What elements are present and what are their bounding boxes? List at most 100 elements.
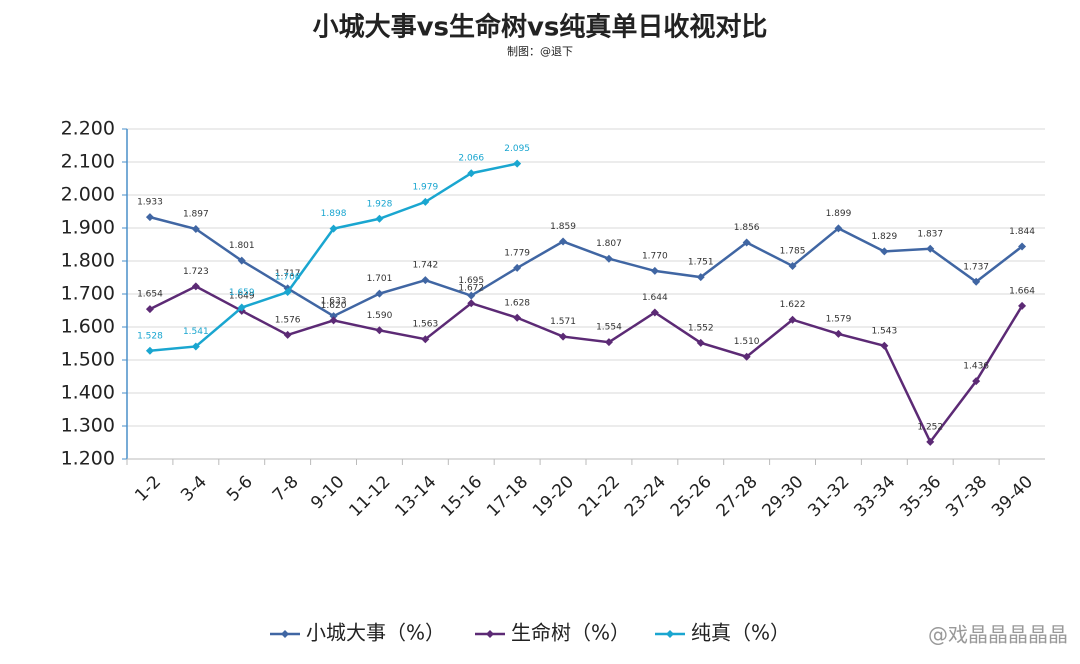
point-marker	[696, 273, 705, 282]
point-marker	[375, 326, 384, 335]
data-label: 1.654	[137, 290, 163, 300]
data-label: 1.628	[504, 298, 530, 308]
x-tick-label: 21-22	[575, 472, 624, 521]
data-label: 1.590	[367, 311, 393, 321]
point-marker	[421, 276, 430, 285]
legend-marker	[486, 630, 494, 638]
data-label: 1.801	[229, 241, 255, 251]
point-marker	[375, 214, 384, 223]
data-label: 1.552	[688, 323, 714, 333]
y-tick-label: 2.200	[61, 118, 115, 140]
data-label: 1.751	[688, 258, 714, 268]
x-tick-label: 39-40	[988, 472, 1037, 521]
point-marker	[834, 224, 843, 233]
data-label: 1.563	[412, 320, 438, 330]
point-marker	[513, 313, 522, 322]
data-label: 1.742	[412, 261, 438, 271]
x-tick-label: 15-16	[437, 472, 486, 521]
point-marker	[972, 277, 981, 286]
data-label: 1.659	[229, 288, 255, 298]
x-tick-label: 35-36	[896, 472, 945, 521]
y-tick-label: 1.500	[61, 349, 115, 371]
data-label: 1.541	[183, 327, 209, 337]
data-label: 1.856	[734, 223, 760, 233]
x-tick-label: 31-32	[804, 472, 853, 521]
data-label: 1.510	[734, 337, 760, 347]
data-label: 1.528	[137, 331, 163, 341]
data-label: 1.928	[367, 199, 393, 209]
data-label: 1.898	[321, 209, 347, 219]
point-marker	[696, 338, 705, 347]
x-tick-label: 19-20	[529, 472, 578, 521]
series-line	[149, 285, 1024, 445]
point-marker	[1018, 301, 1027, 310]
point-marker	[421, 335, 430, 344]
data-label: 1.672	[458, 284, 484, 294]
point-marker	[283, 288, 292, 297]
point-marker	[742, 352, 751, 361]
data-label: 1.436	[963, 362, 989, 372]
x-tick-label: 33-34	[850, 472, 899, 521]
data-label: 1.701	[367, 274, 393, 284]
point-marker	[650, 266, 659, 275]
point-marker	[926, 437, 935, 446]
data-label: 1.633	[321, 297, 347, 307]
point-marker	[880, 247, 889, 256]
point-marker	[191, 342, 200, 351]
point-marker	[513, 159, 522, 168]
point-marker	[467, 291, 476, 300]
legend-label: 小城大事（%）	[306, 621, 445, 645]
watermark: @戏晶晶晶晶晶	[928, 623, 1068, 647]
point-marker	[145, 305, 154, 314]
point-marker	[191, 282, 200, 291]
point-marker	[926, 244, 935, 253]
data-label: 1.571	[550, 317, 576, 327]
x-tick-label: 1-2	[131, 472, 165, 506]
point-marker	[742, 238, 751, 247]
data-label: 2.066	[458, 154, 484, 164]
legend-marker	[666, 630, 674, 638]
data-label: 1.979	[412, 182, 438, 192]
data-label: 1.695	[458, 276, 484, 286]
point-marker	[145, 213, 154, 222]
data-label: 1.554	[596, 323, 622, 333]
x-tick-label: 3-4	[177, 472, 211, 506]
x-tick-label: 5-6	[223, 472, 257, 506]
data-label: 1.252	[917, 422, 943, 432]
data-label: 1.899	[826, 209, 852, 219]
data-label: 1.706	[275, 273, 301, 283]
x-tick-label: 17-18	[483, 472, 532, 521]
data-label: 1.897	[183, 209, 209, 219]
point-marker	[604, 254, 613, 263]
y-tick-label: 2.100	[61, 151, 115, 173]
point-marker	[1018, 242, 1027, 251]
data-label: 1.807	[596, 239, 622, 249]
data-label: 1.837	[917, 229, 943, 239]
data-label: 1.620	[321, 301, 347, 311]
series-line	[149, 215, 1023, 318]
legend-label: 纯真（%）	[691, 621, 790, 645]
legend-label: 生命树（%）	[511, 621, 630, 645]
point-marker	[329, 316, 338, 325]
data-label: 1.543	[871, 326, 897, 336]
data-label: 1.664	[1009, 286, 1035, 296]
point-marker	[788, 261, 797, 270]
x-tick-label: 23-24	[621, 472, 670, 521]
y-tick-label: 1.200	[61, 448, 115, 470]
point-marker	[788, 315, 797, 324]
point-marker	[329, 224, 338, 233]
data-label: 1.859	[550, 222, 576, 232]
point-marker	[467, 299, 476, 308]
data-label: 1.579	[826, 314, 852, 324]
point-marker	[513, 263, 522, 272]
x-tick-label: 29-30	[759, 472, 808, 521]
point-marker	[559, 332, 568, 341]
data-label: 1.737	[963, 262, 989, 272]
point-marker	[191, 224, 200, 233]
y-tick-label: 1.400	[61, 382, 115, 404]
point-marker	[972, 377, 981, 386]
point-marker	[375, 289, 384, 298]
point-marker	[467, 169, 476, 178]
x-tick-label: 13-14	[391, 472, 440, 521]
